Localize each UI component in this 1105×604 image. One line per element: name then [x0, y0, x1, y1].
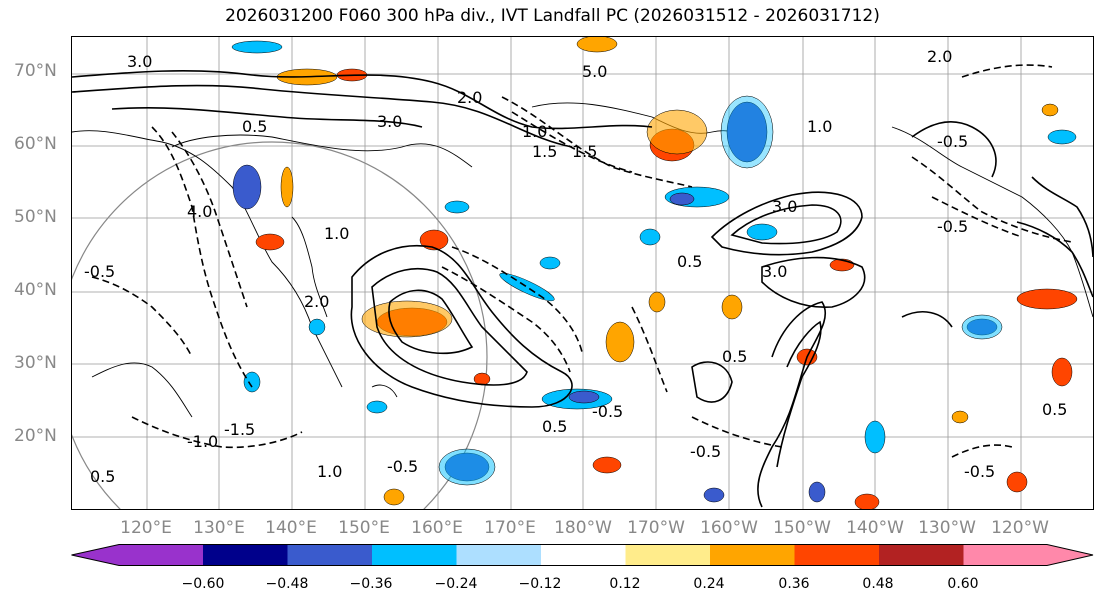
lon-label: 140°E	[265, 518, 317, 538]
contour-label: -0.5	[84, 262, 115, 281]
map-panel: 3.0 5.0 2.0 0.5 3.0 1.0 1.5 4.0 -0.5 2.0…	[71, 36, 1094, 510]
contour-label: -0.5	[937, 217, 968, 236]
lon-label: 160°W	[700, 518, 758, 538]
contour-label: 0.5	[90, 467, 115, 486]
graticule	[72, 37, 1093, 509]
lon-label: 130°E	[193, 518, 245, 538]
positive-contours	[72, 70, 1093, 508]
lat-label: 20°N	[14, 426, 57, 446]
colorbar-tick-label: 0.60	[947, 576, 979, 592]
negative-contours	[91, 64, 1073, 458]
colorbar-tick-label: −0.36	[349, 576, 393, 592]
colorbar-segment	[372, 544, 457, 566]
contour-label: 4.0	[187, 202, 212, 221]
contour-label: -0.5	[387, 457, 418, 476]
contour-label: -1.0	[187, 432, 218, 451]
contour-label: -0.5	[937, 132, 968, 151]
contour-label: -0.5	[964, 462, 995, 481]
colorbar-segment	[541, 544, 626, 566]
contour-label: 3.0	[377, 112, 402, 131]
lon-label: 180°W	[554, 518, 612, 538]
contour-label: 3.0	[772, 197, 797, 216]
colorbar-tick-label: −0.60	[181, 576, 225, 592]
contour-label: 5.0	[582, 62, 607, 81]
colorbar-segment	[879, 544, 964, 566]
colorbar-extend-min	[71, 544, 119, 566]
lat-label: 40°N	[14, 280, 57, 300]
contour-label: -0.5	[690, 442, 721, 461]
contour-label: 0.5	[722, 347, 747, 366]
lat-label: 70°N	[14, 61, 57, 81]
range-circle	[72, 141, 488, 509]
contour-label: 1.0	[522, 122, 547, 141]
colorbar-segment	[794, 544, 880, 566]
colorbar-segment	[963, 544, 1048, 566]
contour-label: 1.0	[317, 462, 342, 481]
colorbar-segment	[203, 544, 288, 566]
colorbar-tick-label: −0.48	[265, 576, 309, 592]
divergence-shading	[231, 37, 1078, 509]
lon-label: 120°E	[120, 518, 172, 538]
lon-label: 130°W	[918, 518, 976, 538]
colorbar-segment	[625, 544, 711, 566]
lon-label: 170°W	[627, 518, 685, 538]
colorbar-tick-label: 0.24	[693, 576, 725, 592]
lat-label: 30°N	[14, 353, 57, 373]
lat-label: 50°N	[14, 207, 57, 227]
contour-label: 0.5	[542, 417, 567, 436]
contour-label: 3.0	[127, 52, 152, 71]
contour-label: -1.5	[224, 420, 255, 439]
colorbar-extend-max	[1047, 544, 1093, 566]
contour-label: 2.0	[304, 292, 329, 311]
lon-label: 170°E	[484, 518, 536, 538]
contour-label: 1.5	[572, 142, 597, 161]
map-canvas: 3.0 5.0 2.0 0.5 3.0 1.0 1.5 4.0 -0.5 2.0…	[72, 37, 1093, 509]
colorbar-segment	[119, 544, 204, 566]
lon-label: 150°W	[773, 518, 831, 538]
lon-label: 140°W	[846, 518, 904, 538]
contour-label: -0.5	[592, 402, 623, 421]
colorbar	[71, 544, 1094, 566]
contour-label: 0.5	[242, 117, 267, 136]
colorbar-segment	[287, 544, 373, 566]
colorbar-tick-label: 0.48	[862, 576, 894, 592]
colorbar-tick-label: 0.36	[778, 576, 810, 592]
contour-label: 1.0	[324, 224, 349, 243]
lon-label: 160°E	[411, 518, 463, 538]
colorbar-segment	[456, 544, 542, 566]
lon-label: 150°E	[338, 518, 390, 538]
contour-label: 2.0	[927, 47, 952, 66]
colorbar-outline	[71, 544, 1094, 566]
colorbar-tick-label: −0.12	[518, 576, 562, 592]
contour-label: 1.0	[807, 117, 832, 136]
contour-labels: 3.0 5.0 2.0 0.5 3.0 1.0 1.5 4.0 -0.5 2.0…	[84, 47, 1067, 486]
contour-label: 2.0	[457, 88, 482, 107]
contour-label: 0.5	[677, 252, 702, 271]
lon-label: 120°W	[991, 518, 1049, 538]
contour-label: 1.5	[532, 142, 557, 161]
map-title: 2026031200 F060 300 hPa div., IVT Landfa…	[225, 6, 880, 26]
contour-label: 3.0	[762, 262, 787, 281]
colorbar-tick-label: −0.24	[434, 576, 478, 592]
colorbar-segment	[710, 544, 795, 566]
colorbar-tick-label: 0.12	[609, 576, 641, 592]
contour-label: 0.5	[1042, 400, 1067, 419]
lat-label: 60°N	[14, 134, 57, 154]
